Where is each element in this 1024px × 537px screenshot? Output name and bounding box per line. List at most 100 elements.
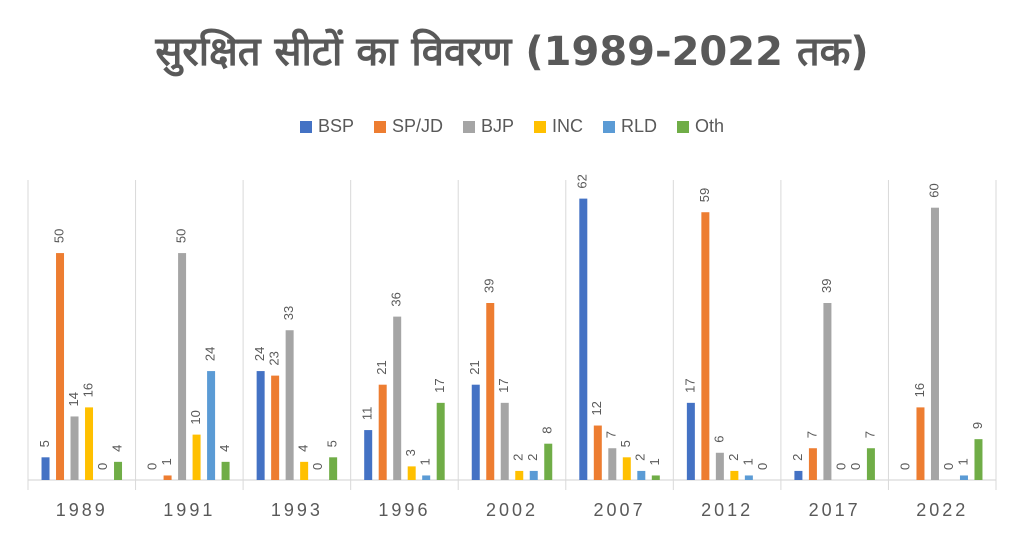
category-label: 2012: [701, 500, 753, 520]
data-label: 33: [281, 306, 296, 320]
legend-swatch: [603, 120, 616, 133]
legend-item-oth: Oth: [677, 116, 724, 137]
bar-oth: [974, 439, 983, 480]
data-label: 2: [790, 454, 805, 461]
bar-bsp: [579, 198, 588, 480]
data-label: 0: [941, 463, 956, 470]
bar-oth: [221, 461, 230, 480]
bar-oth: [329, 457, 338, 480]
legend-item-bjp: BJP: [463, 116, 514, 137]
bar-rld: [207, 371, 216, 480]
legend-label: RLD: [621, 116, 658, 136]
chart-title: सुरक्षित सीटों का विवरण (1989-2022 तक): [155, 29, 869, 75]
bar-bjp: [178, 253, 187, 480]
data-label: 39: [482, 279, 497, 293]
legend-swatch: [534, 120, 547, 133]
bar-inc: [300, 461, 309, 480]
bar-bjp: [608, 448, 617, 480]
data-label: 21: [374, 360, 389, 374]
bar-bjp: [285, 330, 294, 480]
category-label: 2017: [809, 500, 861, 520]
data-label: 50: [174, 229, 189, 243]
data-label: 1: [740, 458, 755, 465]
data-label: 39: [819, 279, 834, 293]
data-label: 6: [711, 436, 726, 443]
bar-rld: [529, 470, 538, 480]
legend-swatch: [373, 120, 386, 133]
legend-label: BSP: [317, 116, 354, 136]
data-label: 4: [109, 445, 124, 452]
data-label: 17: [432, 378, 447, 392]
bar-bsp: [686, 402, 695, 480]
data-label: 36: [389, 292, 404, 306]
data-label: 62: [575, 174, 590, 188]
category-label: 2007: [594, 500, 646, 520]
data-label: 0: [310, 463, 325, 470]
data-label: 1: [647, 458, 662, 465]
bar-bsp: [794, 470, 803, 480]
bar-sp-jd: [701, 212, 710, 480]
bar-sp-jd: [808, 448, 817, 480]
data-label: 5: [618, 440, 633, 447]
data-label: 0: [833, 463, 848, 470]
data-label: 0: [755, 463, 770, 470]
bar-oth: [651, 475, 660, 480]
bar-oth: [866, 448, 875, 480]
data-label: 5: [325, 440, 340, 447]
bar-rld: [422, 475, 431, 480]
legend-swatch: [677, 120, 690, 133]
bar-sp-jd: [593, 425, 602, 480]
legend-swatch: [299, 120, 312, 133]
data-label: 17: [496, 378, 511, 392]
category-label: 1989: [56, 500, 108, 520]
data-label: 10: [188, 410, 203, 424]
bar-inc: [622, 457, 631, 480]
bar-oth: [114, 461, 123, 480]
legend-swatch: [463, 120, 475, 133]
bar-inc: [407, 466, 416, 480]
bar-rld: [637, 470, 646, 480]
bar-sp-jd: [486, 303, 495, 480]
data-label: 23: [267, 351, 282, 365]
data-label: 4: [217, 445, 232, 452]
legend-item-inc: INC: [534, 116, 583, 137]
category-label: 2022: [916, 500, 968, 520]
category-label: 1993: [271, 500, 323, 520]
bar-inc: [85, 407, 94, 480]
data-label: 2: [726, 454, 741, 461]
data-label: 0: [95, 463, 110, 470]
data-label: 9: [970, 422, 985, 429]
legend-label: SP/JD: [391, 116, 443, 136]
bar-rld: [959, 475, 968, 480]
bar-sp-jd: [378, 384, 387, 480]
legend-item-bsp: BSP: [299, 116, 354, 137]
bar-bjp: [500, 402, 509, 480]
data-label: 1: [159, 458, 174, 465]
legend-label: Oth: [695, 116, 725, 136]
bar-bjp: [715, 452, 724, 480]
data-label: 2: [511, 454, 526, 461]
data-label: 7: [804, 431, 819, 438]
bar-bsp: [471, 384, 480, 480]
bar-oth: [436, 402, 445, 480]
data-label: 1: [418, 458, 433, 465]
bar-bjp: [70, 416, 79, 480]
bar-inc: [192, 434, 201, 480]
data-label: 60: [926, 183, 941, 197]
data-label: 14: [66, 392, 81, 406]
data-label: 5: [37, 440, 52, 447]
data-label: 21: [467, 360, 482, 374]
data-label: 17: [682, 378, 697, 392]
bar-oth: [544, 443, 553, 480]
data-label: 16: [912, 383, 927, 397]
data-label: 12: [589, 401, 604, 415]
bar-sp-jd: [271, 375, 280, 480]
data-label: 8: [540, 426, 555, 433]
legend-label: INC: [552, 116, 584, 136]
bar-sp-jd: [56, 253, 65, 480]
bar-bjp: [823, 303, 832, 480]
data-label: 1: [955, 458, 970, 465]
data-label: 3: [403, 449, 418, 456]
bar-inc: [730, 470, 739, 480]
